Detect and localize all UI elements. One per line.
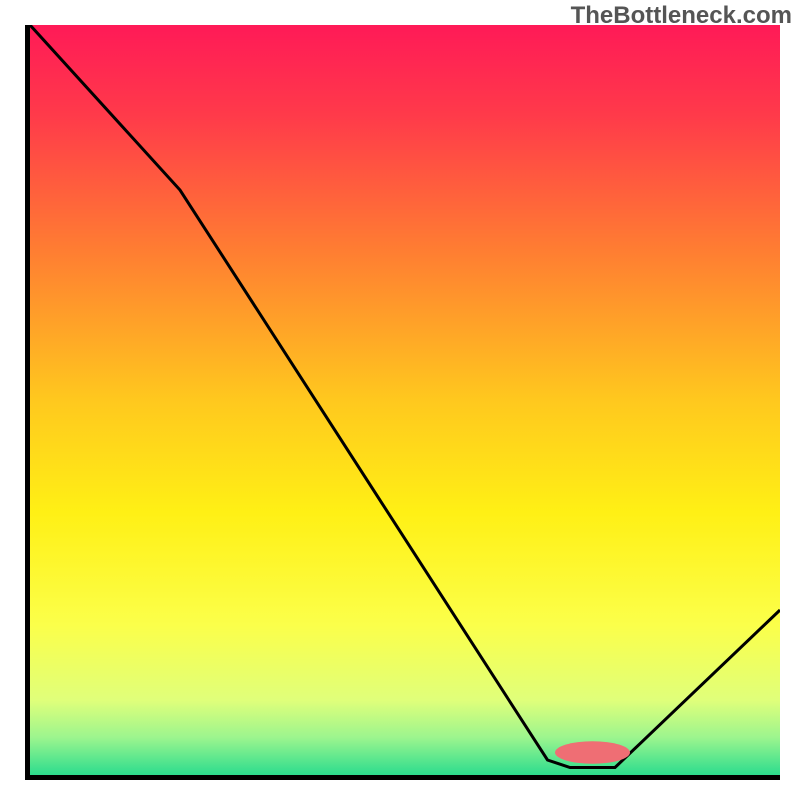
chart-container: TheBottleneck.com	[0, 0, 800, 800]
watermark-text: TheBottleneck.com	[571, 2, 792, 30]
curve-layer	[30, 25, 780, 775]
bottleneck-curve	[30, 25, 780, 768]
plot-area	[25, 25, 780, 780]
optimal-marker	[555, 741, 630, 764]
